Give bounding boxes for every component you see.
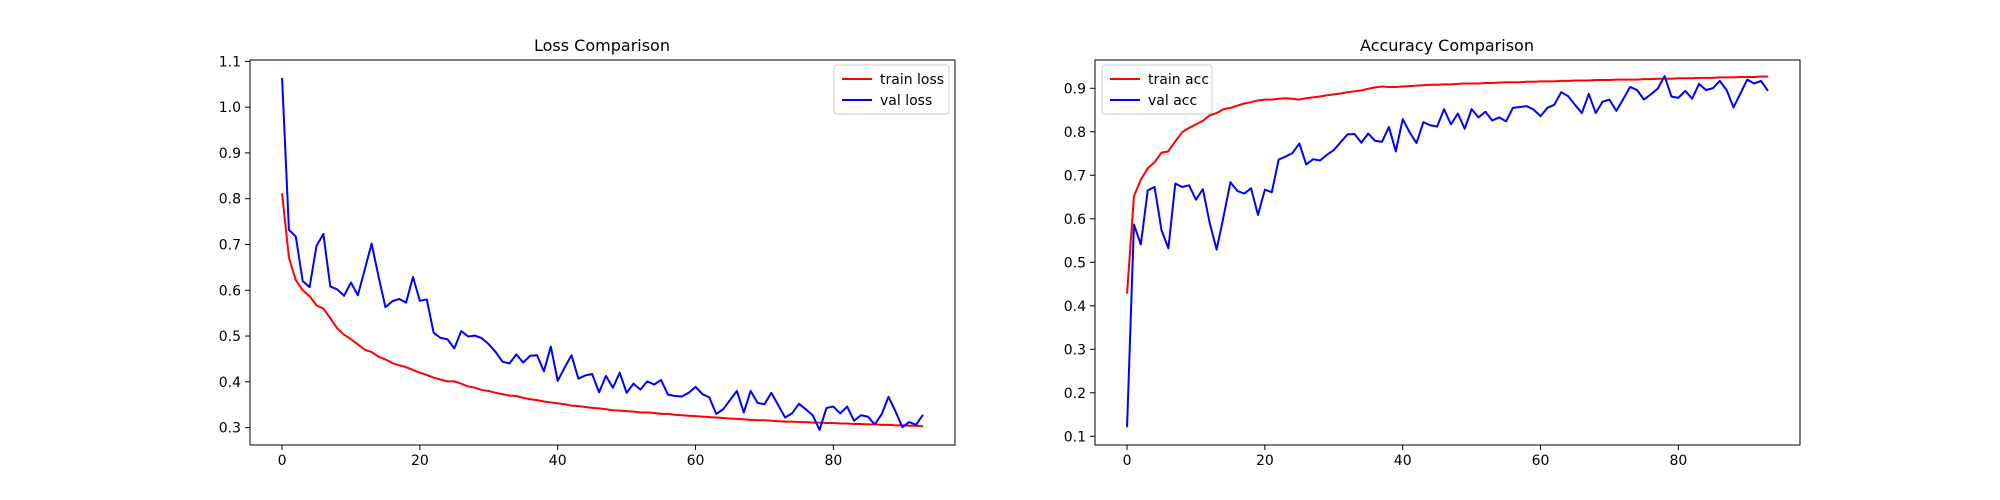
- accuracy-legend: train acc val acc: [1102, 65, 1212, 114]
- loss-legend: train loss val loss: [834, 65, 949, 114]
- accuracy-y-tick-label: 0.6: [1064, 212, 1086, 228]
- loss-x-tick-label: 60: [687, 453, 705, 469]
- loss-y-tick-label: 0.3: [219, 421, 241, 437]
- loss-y-tick-label: 1.1: [219, 54, 241, 70]
- accuracy-y-tick-label: 0.5: [1064, 255, 1086, 271]
- loss-y-tick-label: 0.5: [219, 329, 241, 345]
- accuracy-y-tick-label: 0.2: [1064, 386, 1086, 402]
- accuracy-x-tick-label: 80: [1669, 453, 1687, 469]
- loss-y-tick-label: 0.7: [219, 237, 241, 253]
- loss-y-tick-label: 0.8: [219, 192, 241, 208]
- legend-label-train-loss: train loss: [880, 72, 944, 88]
- accuracy-y-tick-label: 0.1: [1064, 429, 1086, 445]
- accuracy-y-tick-label: 0.3: [1064, 342, 1086, 358]
- accuracy-x-tick-label: 60: [1532, 453, 1550, 469]
- loss-chart-title: Loss Comparison: [534, 36, 670, 55]
- accuracy-y-tick-label: 0.8: [1064, 125, 1086, 141]
- accuracy-chart-title: Accuracy Comparison: [1360, 36, 1534, 55]
- legend-label-val-acc: val acc: [1148, 93, 1197, 109]
- loss-x-tick-label: 40: [549, 453, 567, 469]
- accuracy-y-tick-label: 0.4: [1064, 299, 1086, 315]
- loss-y-tick-label: 1.0: [219, 100, 241, 116]
- loss-x-tick-label: 20: [411, 453, 429, 469]
- accuracy-y-tick-label: 0.9: [1064, 81, 1086, 97]
- loss-y-tick-label: 0.6: [219, 283, 241, 299]
- loss-y-tick-label: 0.9: [219, 146, 241, 162]
- accuracy-y-tick-label: 0.7: [1064, 168, 1086, 184]
- legend-label-val-loss: val loss: [880, 93, 932, 109]
- loss-x-tick-label: 0: [278, 453, 287, 469]
- accuracy-x-tick-label: 0: [1123, 453, 1132, 469]
- accuracy-x-tick-label: 20: [1256, 453, 1274, 469]
- accuracy-x-tick-label: 40: [1394, 453, 1412, 469]
- loss-x-tick-label: 80: [824, 453, 842, 469]
- loss-y-tick-label: 0.4: [219, 375, 241, 391]
- legend-label-train-acc: train acc: [1148, 72, 1209, 88]
